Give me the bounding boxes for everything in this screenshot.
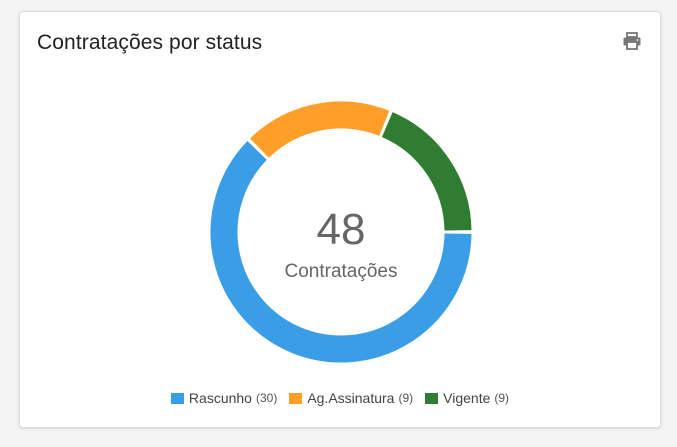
card-title: Contratações por status (37, 31, 263, 54)
legend-count: (9) (398, 391, 414, 405)
chart-legend: Rascunho (30) Ag.Assinatura (9) Vigente (9) (20, 390, 660, 406)
donut-chart: 48 Contratações (210, 101, 472, 363)
donut-slice-ag-assinatura[interactable] (250, 101, 390, 159)
print-button[interactable] (620, 29, 644, 53)
legend-count: (9) (494, 391, 510, 405)
legend-swatch (170, 392, 184, 404)
legend-item-ag-assinatura[interactable]: Ag.Assinatura (9) (289, 390, 413, 406)
legend-item-vigente[interactable]: Vigente (9) (425, 390, 509, 406)
donut-slice-vigente[interactable] (381, 112, 472, 231)
legend-item-rascunho[interactable]: Rascunho (30) (170, 390, 278, 406)
legend-label: Ag.Assinatura (307, 390, 395, 406)
legend-label: Rascunho (188, 390, 252, 406)
center-label: Contratações (284, 261, 397, 282)
donut-slice-rascunho[interactable] (210, 141, 472, 363)
legend-label: Vigente (443, 390, 491, 406)
legend-swatch (289, 392, 303, 404)
chart-card: Contratações por status 48 Contratações … (19, 11, 661, 428)
legend-swatch (425, 392, 439, 404)
center-value: 48 (317, 205, 366, 254)
print-icon (623, 32, 641, 50)
legend-count: (30) (255, 391, 278, 405)
